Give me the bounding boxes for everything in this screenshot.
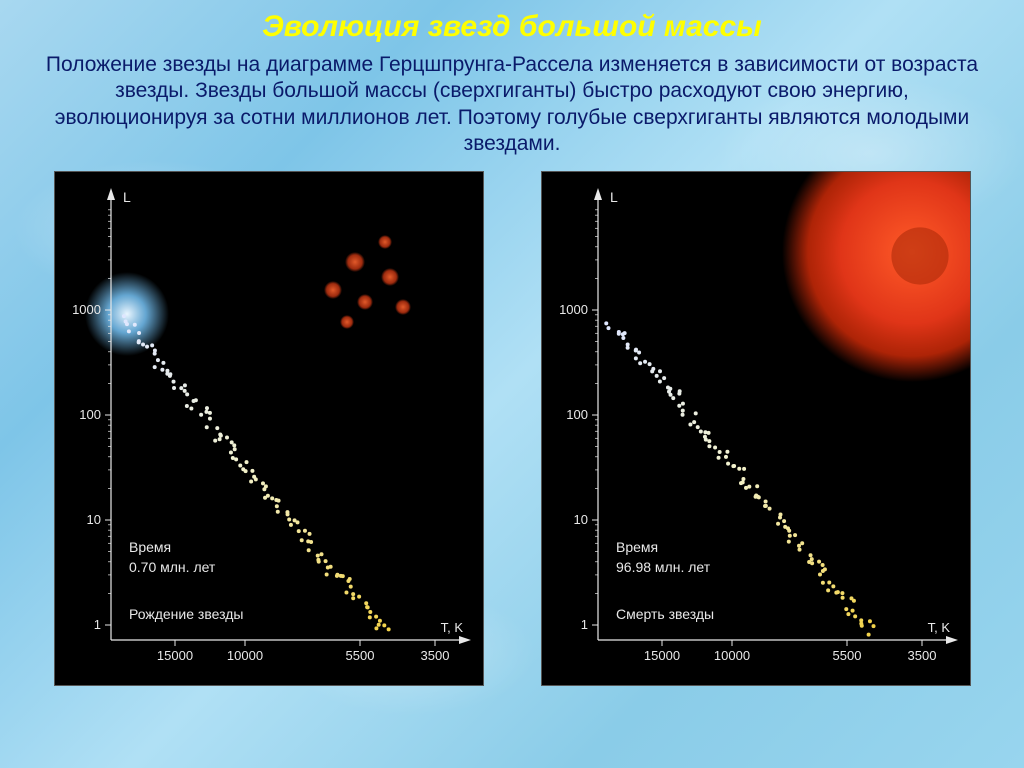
svg-text:5500: 5500 <box>345 648 374 663</box>
svg-text:5500: 5500 <box>832 648 861 663</box>
charts-row: 1 10 100 1000 L 15000 10000 5500 3500 T, K Время 0.… <box>30 171 994 686</box>
svg-text:10: 10 <box>573 512 587 527</box>
svg-text:Рождение звезды: Рождение звезды <box>129 606 243 622</box>
svg-text:T, K: T, K <box>927 620 950 635</box>
svg-text:1000: 1000 <box>559 302 588 317</box>
svg-text:96.98 млн. лет: 96.98 млн. лет <box>616 559 711 575</box>
slide-title: Эволюция звезд большой массы <box>30 10 994 44</box>
svg-text:0.70 млн. лет: 0.70 млн. лет <box>129 559 216 575</box>
svg-text:L: L <box>123 189 131 205</box>
svg-text:100: 100 <box>79 407 101 422</box>
hr-diagram-birth: 1 10 100 1000 L 15000 10000 5500 3500 T, K Время 0.… <box>54 171 484 686</box>
slide-paragraph: Положение звезды на диаграмме Герцшпрунг… <box>40 52 984 157</box>
svg-text:1000: 1000 <box>72 302 101 317</box>
svg-text:1: 1 <box>93 617 100 632</box>
svg-text:15000: 15000 <box>156 648 192 663</box>
svg-text:Время: Время <box>129 539 171 555</box>
svg-text:Смерть звезды: Смерть звезды <box>616 606 714 622</box>
svg-text:3500: 3500 <box>907 648 936 663</box>
svg-text:10: 10 <box>86 512 100 527</box>
hr-diagram-death: 1 10 100 1000 L 15000 10000 5500 3500 T, K Время 96… <box>541 171 971 686</box>
svg-text:15000: 15000 <box>643 648 679 663</box>
svg-text:L: L <box>610 189 618 205</box>
svg-text:T, K: T, K <box>440 620 463 635</box>
svg-text:Время: Время <box>616 539 658 555</box>
slide: Эволюция звезд большой массы Положение з… <box>0 0 1024 768</box>
svg-text:1: 1 <box>580 617 587 632</box>
svg-text:3500: 3500 <box>420 648 449 663</box>
svg-text:100: 100 <box>566 407 588 422</box>
svg-text:10000: 10000 <box>226 648 262 663</box>
svg-text:10000: 10000 <box>713 648 749 663</box>
